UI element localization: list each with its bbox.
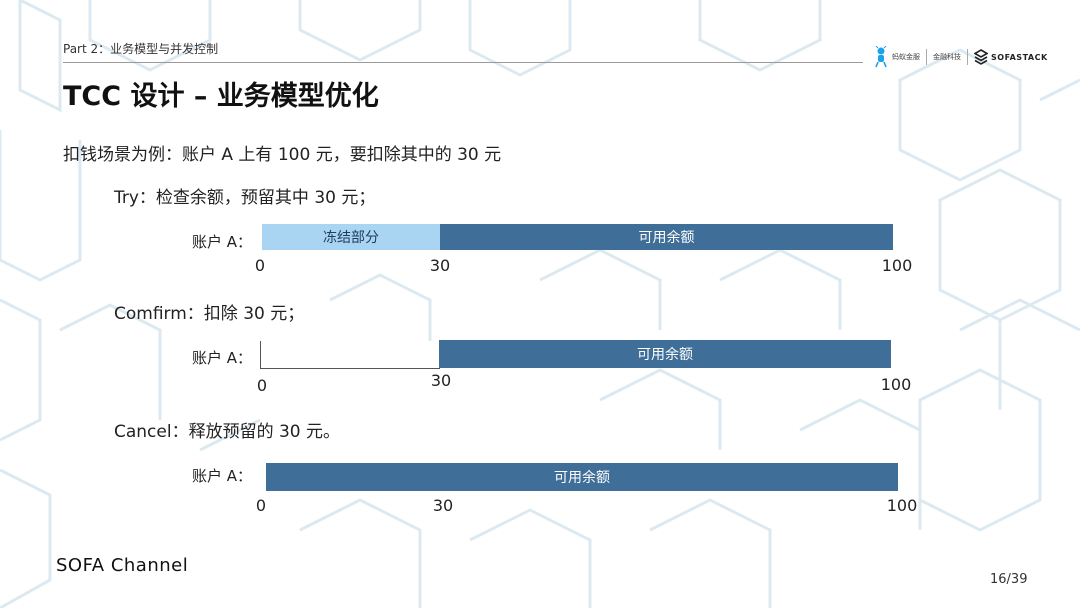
- header-divider: [63, 62, 863, 63]
- sofastack-icon: [974, 49, 988, 65]
- sofa-channel-brand: SOFA Channel: [56, 555, 189, 576]
- tick-100: 100: [880, 375, 912, 394]
- tick-30: 30: [429, 256, 451, 275]
- available-balance-label: 可用余额: [638, 230, 695, 246]
- account-a-label: 账户 A：: [192, 233, 253, 251]
- tick-30: 30: [430, 371, 452, 390]
- tick-0: 0: [256, 376, 268, 395]
- ant-financial-logo: 蚂蚁金服: [872, 46, 920, 68]
- page-number: 16/39: [990, 572, 1028, 587]
- partner-logos: 蚂蚁金服 金融科技 SOFASTACK: [872, 44, 1048, 70]
- deducted-empty-bar: [260, 341, 440, 369]
- tick-0: 0: [255, 496, 267, 515]
- section-label: Part 2：业务模型与并发控制: [63, 42, 219, 56]
- try-case-label: Try：检查余额，预留其中 30 元；: [114, 188, 376, 208]
- logo-separator: [926, 49, 927, 65]
- ant-financial-logo-text: 蚂蚁金服: [892, 53, 920, 61]
- available-balance-label: 可用余额: [637, 347, 693, 363]
- available-balance-bar: 可用余额: [440, 224, 893, 250]
- available-balance-label: 可用余额: [554, 470, 610, 486]
- tick-0: 0: [254, 256, 266, 275]
- frozen-portion-label: 冻结部分: [323, 230, 379, 246]
- tick-100: 100: [886, 496, 918, 515]
- ant-mascot-icon: [875, 46, 887, 68]
- logo-separator: [967, 49, 968, 65]
- frozen-portion-bar: 冻结部分: [262, 224, 440, 250]
- account-a-label: 账户 A：: [192, 349, 253, 367]
- cancel-case-label: Cancel：释放预留的 30 元。: [114, 422, 341, 442]
- account-a-label: 账户 A：: [192, 467, 253, 485]
- fintech-logo-text: 金融科技: [933, 53, 961, 61]
- available-balance-bar: 可用余额: [266, 463, 898, 491]
- intro-text: 扣钱场景为例：账户 A 上有 100 元，要扣除其中的 30 元: [63, 145, 502, 165]
- tick-100: 100: [881, 256, 913, 275]
- sofastack-logo-text: SOFASTACK: [991, 52, 1048, 62]
- slide-title: TCC 设计 – 业务模型优化: [63, 81, 379, 112]
- tick-30: 30: [432, 496, 454, 515]
- sofastack-logo: SOFASTACK: [974, 49, 1048, 65]
- available-balance-bar: 可用余额: [439, 340, 891, 368]
- fintech-logo: 金融科技: [933, 52, 961, 62]
- confirm-case-label: Comfirm：扣除 30 元；: [114, 304, 305, 324]
